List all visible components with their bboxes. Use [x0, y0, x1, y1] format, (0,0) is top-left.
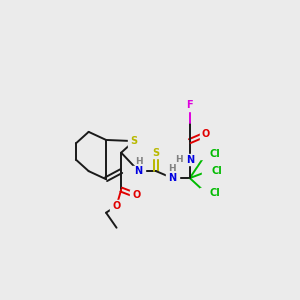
- Text: F: F: [187, 100, 193, 110]
- Bar: [128, 136, 140, 147]
- Text: Cl: Cl: [210, 188, 220, 198]
- Bar: [110, 200, 123, 211]
- Text: H: H: [169, 164, 176, 173]
- Bar: [200, 148, 212, 159]
- Text: Cl: Cl: [210, 149, 220, 159]
- Text: N: N: [186, 154, 194, 165]
- Text: O: O: [202, 129, 210, 139]
- Text: S: S: [152, 148, 160, 158]
- Text: N: N: [135, 166, 143, 176]
- Bar: [200, 188, 212, 199]
- Bar: [183, 154, 196, 165]
- Text: S: S: [130, 136, 138, 146]
- Text: H: H: [175, 155, 182, 164]
- Text: N: N: [168, 173, 176, 183]
- Bar: [130, 190, 143, 201]
- Bar: [202, 166, 215, 177]
- Text: O: O: [112, 201, 121, 211]
- Bar: [183, 100, 196, 111]
- Bar: [166, 172, 179, 184]
- Bar: [132, 166, 145, 177]
- Text: H: H: [135, 157, 142, 166]
- Bar: [150, 147, 163, 158]
- Text: O: O: [132, 190, 140, 200]
- Bar: [200, 129, 212, 140]
- Text: Cl: Cl: [212, 166, 223, 176]
